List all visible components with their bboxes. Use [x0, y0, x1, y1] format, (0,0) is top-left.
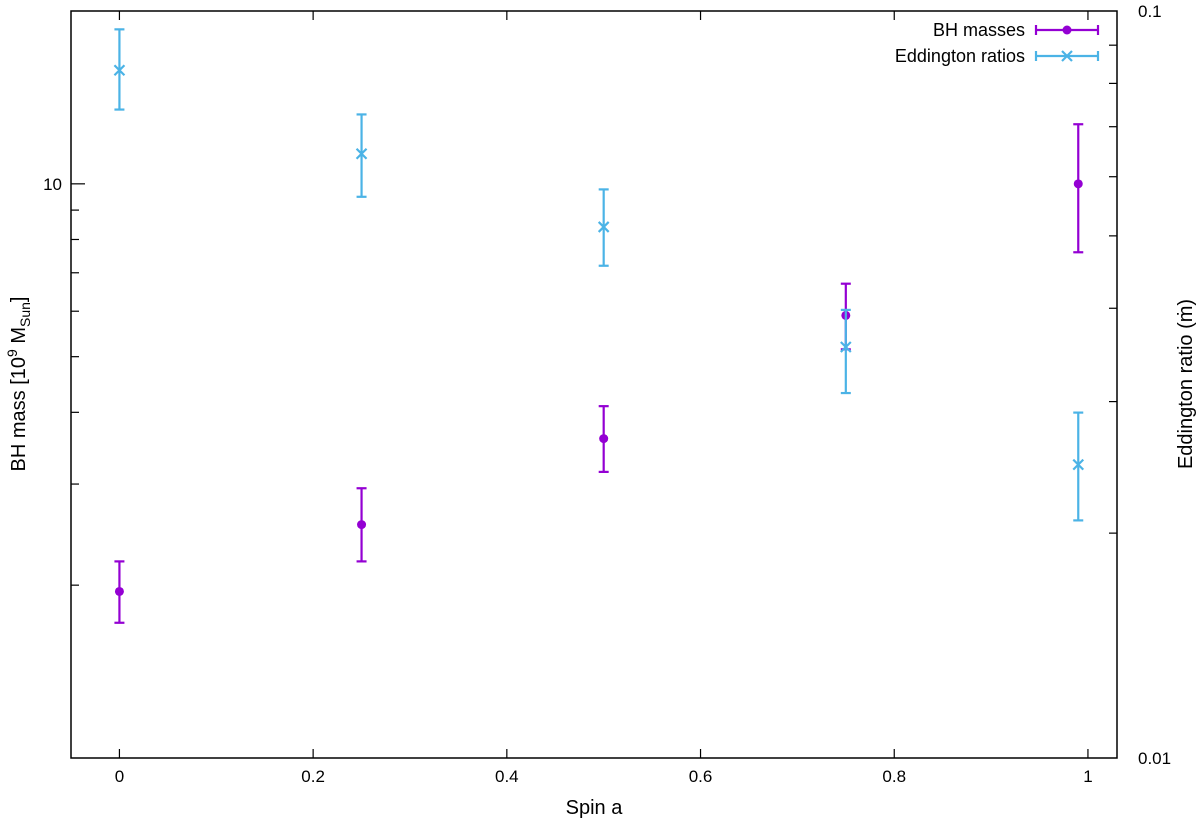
- legend-item: BH masses: [933, 20, 1100, 40]
- y-right-tick-label: 0.1: [1138, 2, 1162, 21]
- axis-tick-labels: 0 0.2 0.4 0.6 0.8 1 10 0.01 0.1: [43, 2, 1171, 786]
- y-axis-left-label-main: BH mass [10: [8, 357, 30, 471]
- data-point: [840, 341, 852, 353]
- legend-item: Eddington ratios: [895, 46, 1100, 66]
- x-tick-label: 0.6: [689, 767, 713, 786]
- data-point: [114, 586, 124, 596]
- y-axis-left-label-sup: 9: [4, 349, 20, 357]
- y-right-tick-label: 0.01: [1138, 749, 1171, 768]
- series-bh-masses: [114, 123, 1084, 624]
- data-point: [357, 520, 367, 530]
- y-left-tick-label: 10: [43, 175, 62, 194]
- x-tick-label: 0: [115, 767, 124, 786]
- x-axis-label: Spin a: [566, 797, 624, 819]
- y-axis-left-label-end: ]: [8, 297, 30, 303]
- x-tick-label: 0.2: [301, 767, 325, 786]
- data-point: [113, 64, 126, 77]
- legend-marker: [1061, 50, 1073, 62]
- x-tick-label: 1: [1083, 767, 1092, 786]
- data-series: [113, 28, 1085, 624]
- x-tick-label: 0.4: [495, 767, 519, 786]
- legend: BH masses Eddington ratios: [895, 20, 1100, 66]
- axis-ticks: [71, 11, 1117, 758]
- data-point: [1072, 458, 1085, 471]
- plot-frame: [70, 10, 1118, 759]
- legend-label: Eddington ratios: [895, 46, 1025, 66]
- x-tick-label: 0.8: [882, 767, 906, 786]
- y-axis-left-label-mid: M: [8, 327, 30, 349]
- legend-marker: [1062, 25, 1072, 35]
- y-axis-right-label: Eddington ratio (ṁ): [1175, 299, 1197, 469]
- data-point: [355, 147, 368, 160]
- data-point: [599, 434, 609, 444]
- y-axis-left-label: BH mass [109 MSun]: [4, 297, 33, 472]
- legend-label: BH masses: [933, 20, 1025, 40]
- data-point: [1073, 179, 1083, 189]
- data-point: [597, 221, 610, 233]
- y-axis-left-label-sub: Sun: [17, 302, 33, 327]
- series-eddington-ratios: [113, 28, 1085, 522]
